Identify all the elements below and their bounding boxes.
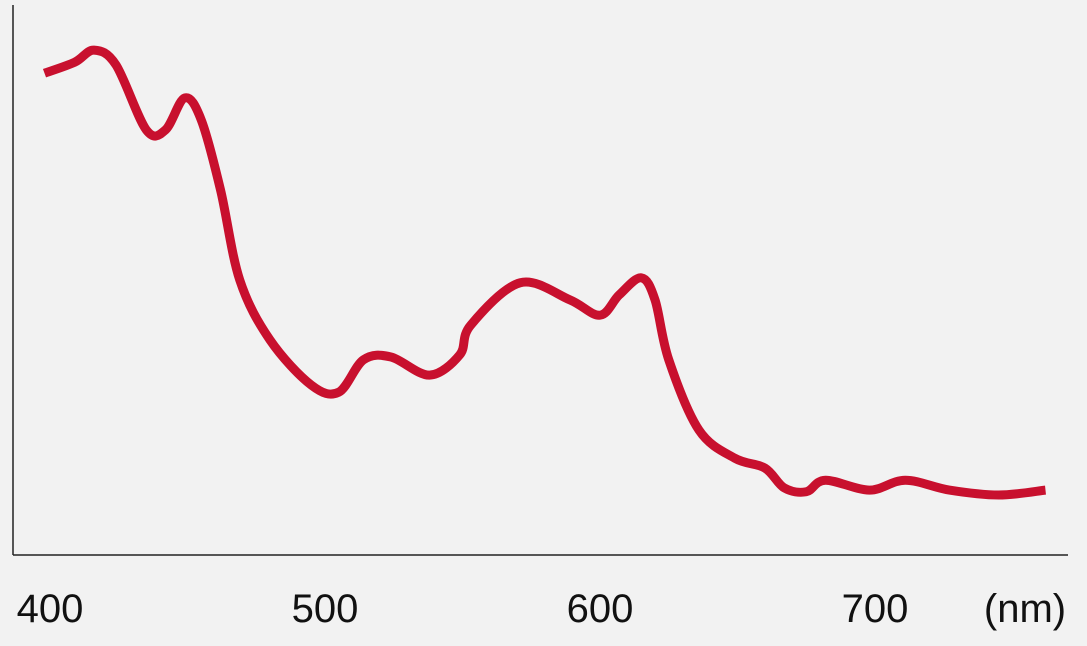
x-tick-label: 600 xyxy=(567,587,634,631)
x-tick-label: 500 xyxy=(292,587,359,631)
x-tick-label: 400 xyxy=(17,587,84,631)
x-tick-label: 700 xyxy=(842,587,909,631)
spectrum-line xyxy=(42,45,1047,500)
x-axis-unit-label: (nm) xyxy=(984,587,1066,631)
